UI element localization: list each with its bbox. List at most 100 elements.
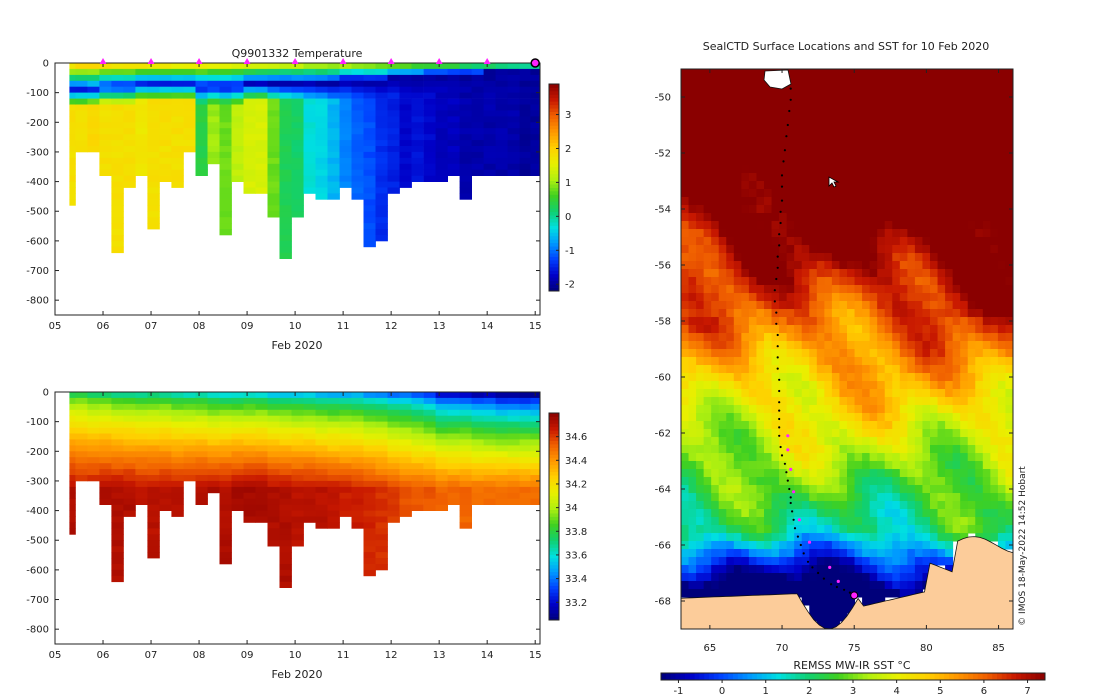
section-cell <box>351 169 364 176</box>
section-cell <box>171 392 184 399</box>
colorbar-tick-label: 1 <box>565 178 571 189</box>
sst-cell <box>975 285 984 294</box>
sst-cell <box>756 285 765 294</box>
sst-cell <box>711 493 720 502</box>
sst-cell <box>794 381 803 390</box>
colorbar-swatch <box>549 457 559 462</box>
sst-cell <box>997 85 1006 94</box>
sst-cell <box>877 133 886 142</box>
colorbar-tick-label: 34.2 <box>565 479 587 490</box>
section-cell <box>435 134 448 141</box>
section-cell <box>159 140 172 147</box>
section-cell <box>69 68 76 76</box>
sst-cell <box>733 77 742 86</box>
sst-cell <box>703 381 712 390</box>
section-cell <box>75 415 88 422</box>
sst-cell <box>748 477 757 486</box>
sst-cell <box>945 421 954 430</box>
sst-cell <box>997 437 1006 446</box>
section-cell <box>519 157 531 165</box>
sst-cell <box>937 333 946 342</box>
sst-cell <box>854 589 863 598</box>
sst-cell <box>930 357 939 366</box>
sst-cell <box>997 477 1006 486</box>
section-cell <box>495 463 508 470</box>
profile-marker <box>147 58 155 64</box>
sst-cell <box>794 493 803 502</box>
section-cell <box>530 457 541 464</box>
sst-cell <box>930 261 939 270</box>
sst-cell <box>786 365 795 374</box>
sst-cell <box>914 333 923 342</box>
sst-cell <box>922 429 931 438</box>
sst-cell <box>771 341 780 350</box>
sst-cell <box>681 405 690 414</box>
section-cell <box>159 403 172 411</box>
sst-cell <box>801 101 810 110</box>
sst-cell <box>922 117 931 126</box>
sst-cell <box>854 237 863 246</box>
sst-cell <box>696 525 705 534</box>
sst-cell <box>831 173 840 182</box>
sst-cell <box>801 237 810 246</box>
section-cell <box>327 463 340 470</box>
track-point <box>776 266 779 269</box>
section-cell <box>87 409 100 417</box>
section-cell <box>303 122 316 129</box>
sst-cell <box>1005 453 1014 462</box>
sst-cell <box>764 133 773 142</box>
section-cell <box>530 415 541 422</box>
sst-cell <box>816 557 825 566</box>
section-cell <box>207 486 220 494</box>
sst-cell <box>899 549 908 558</box>
sst-cell <box>831 237 840 246</box>
section-cell <box>291 463 304 470</box>
section-cell <box>387 457 400 464</box>
track-point <box>778 378 781 381</box>
sst-cell <box>688 525 697 534</box>
section-cell <box>87 451 100 458</box>
sst-cell <box>945 389 954 398</box>
sst-cell <box>771 237 780 246</box>
section-cell <box>530 403 541 411</box>
sst-cell <box>877 389 886 398</box>
sst-cell <box>982 421 991 430</box>
section-cell <box>339 498 352 505</box>
sst-cell <box>869 261 878 270</box>
sst-cell <box>990 485 999 494</box>
section-cell <box>255 104 268 111</box>
section-cell <box>123 181 136 188</box>
sst-cell <box>726 413 735 422</box>
section-cell <box>375 163 388 171</box>
sst-cell <box>718 229 727 238</box>
section-cell <box>447 427 460 434</box>
sst-cell <box>824 189 833 198</box>
sst-cell <box>982 261 991 270</box>
section-cell <box>411 451 424 458</box>
section-cell <box>267 421 280 428</box>
colorbar-swatch <box>549 606 559 611</box>
section-cell <box>447 457 460 464</box>
sst-cell <box>831 69 840 78</box>
sst-cell <box>756 573 765 582</box>
sst-cell <box>681 221 690 230</box>
sst-cell <box>854 245 863 254</box>
sst-cell <box>960 365 969 374</box>
section-cell <box>447 63 460 70</box>
sst-cell <box>733 437 742 446</box>
section-cell <box>291 415 304 422</box>
section-cell <box>519 134 531 141</box>
sst-cell <box>854 277 863 286</box>
section-cell <box>327 504 340 511</box>
sst-cell <box>703 309 712 318</box>
sst-cell <box>914 525 923 534</box>
section-cell <box>255 187 268 194</box>
sst-cell <box>922 221 931 230</box>
sst-cell <box>877 493 886 502</box>
section-cell <box>471 128 484 135</box>
sst-cell <box>952 373 961 382</box>
section-cell <box>69 116 76 123</box>
sst-cell <box>990 213 999 222</box>
sst-cell <box>839 213 848 222</box>
sst-cell <box>997 389 1006 398</box>
